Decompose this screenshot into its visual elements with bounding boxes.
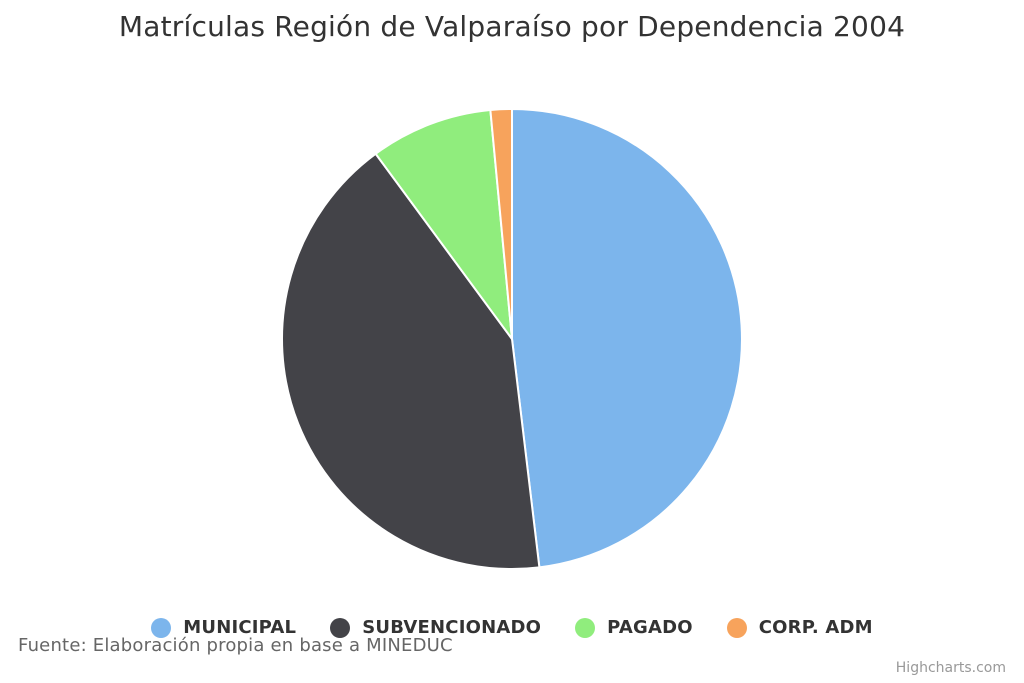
legend-swatch-municipal — [151, 617, 172, 638]
highcharts-credit-link[interactable]: Highcharts.com — [895, 660, 1006, 676]
legend-item-corp-adm[interactable]: CORP. ADM — [726, 617, 873, 638]
legend-swatch-corp-adm — [726, 617, 747, 638]
pie-slice-corp-adm[interactable] — [489, 108, 513, 340]
legend-item-municipal[interactable]: MUNICIPAL — [151, 617, 296, 638]
legend-label-municipal: MUNICIPAL — [183, 617, 297, 638]
legend-label-corp-adm: CORP. ADM — [758, 617, 873, 638]
pie-slice-subvencionado[interactable] — [281, 152, 541, 570]
pie-slice-municipal[interactable] — [511, 108, 743, 569]
legend: MUNICIPAL SUBVENCIONADO PAGADO CORP. ADM — [0, 617, 1024, 638]
pie-slice-pagado[interactable] — [374, 109, 513, 340]
legend-swatch-pagado — [575, 617, 596, 638]
source-caption: Fuente: Elaboración propia en base a MIN… — [18, 635, 453, 656]
pie-slices — [281, 108, 743, 570]
legend-swatch-subvencionado — [330, 617, 351, 638]
chart-title: Matrículas Región de Valparaíso por Depe… — [118, 10, 906, 43]
legend-label-subvencionado: SUBVENCIONADO — [362, 617, 542, 638]
legend-item-pagado[interactable]: PAGADO — [575, 617, 693, 638]
legend-item-subvencionado[interactable]: SUBVENCIONADO — [330, 617, 541, 638]
legend-label-pagado: PAGADO — [607, 617, 693, 638]
